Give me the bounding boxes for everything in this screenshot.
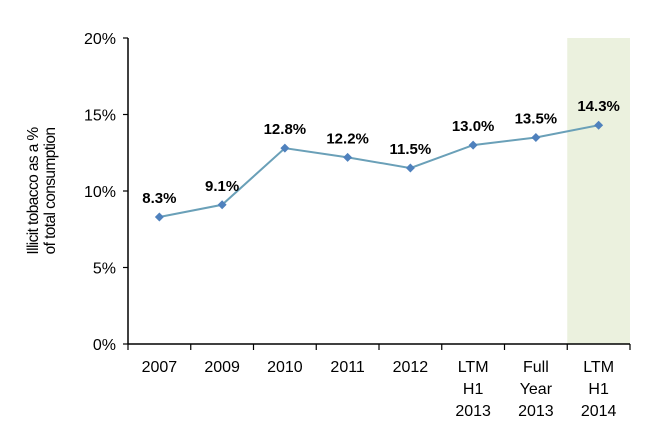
y-axis-ticks: 0% 5% 10% 15% 20% bbox=[84, 31, 128, 354]
data-point-marker bbox=[531, 132, 541, 142]
x-tick-label: Full bbox=[523, 359, 549, 376]
y-tick-label: 15% bbox=[84, 108, 116, 125]
y-tick-label: 10% bbox=[84, 184, 116, 201]
y-tick-label: 20% bbox=[84, 31, 116, 48]
data-point-marker bbox=[154, 212, 164, 222]
data-point-marker bbox=[217, 200, 227, 210]
x-tick-label: 2012 bbox=[393, 359, 429, 376]
data-markers bbox=[154, 120, 604, 222]
x-tick-label: LTM bbox=[458, 359, 489, 376]
data-label: 13.0% bbox=[452, 118, 495, 135]
data-point-marker bbox=[405, 163, 415, 173]
x-tick-label: Year bbox=[520, 381, 553, 398]
y-axis-label-line2: of total consumption bbox=[42, 128, 59, 255]
y-axis-label-line1: Illicit tobacco as a % bbox=[25, 127, 42, 255]
data-label: 11.5% bbox=[390, 141, 432, 158]
x-tick-label: 2013 bbox=[518, 403, 554, 420]
series-line bbox=[159, 124, 599, 218]
highlight-band bbox=[567, 38, 630, 344]
data-label: 9.1% bbox=[205, 178, 239, 195]
x-tick-label: LTM bbox=[583, 359, 614, 376]
data-point-marker bbox=[343, 152, 353, 162]
x-tick-label: 2007 bbox=[142, 359, 178, 376]
data-label: 14.3% bbox=[577, 98, 620, 115]
x-axis-ticks: 2007 2009 2010 2011 2012 LTM H1 2013 Full Year 201… bbox=[127, 344, 631, 420]
y-tick-label: 5% bbox=[93, 261, 116, 278]
x-tick-label: H1 bbox=[463, 381, 484, 398]
data-label: 13.5% bbox=[515, 110, 558, 127]
data-point-marker bbox=[280, 143, 290, 153]
data-point-marker bbox=[594, 120, 604, 130]
y-tick-label: 0% bbox=[93, 337, 116, 354]
x-tick-label: 2010 bbox=[267, 359, 303, 376]
x-tick-label: 2009 bbox=[204, 359, 240, 376]
x-tick-label: 2013 bbox=[455, 403, 491, 420]
data-label: 12.2% bbox=[326, 130, 369, 147]
data-label: 8.3% bbox=[142, 190, 176, 207]
x-tick-label: 2011 bbox=[330, 359, 365, 376]
data-labels: 8.3% 9.1% 12.8% 12.2% 11.5% 13.0% 13.5% 14.3% bbox=[142, 98, 620, 207]
x-tick-label: 2014 bbox=[581, 403, 617, 420]
x-tick-label: H1 bbox=[588, 381, 609, 398]
data-point-marker bbox=[468, 140, 478, 150]
data-label: 12.8% bbox=[264, 121, 307, 138]
